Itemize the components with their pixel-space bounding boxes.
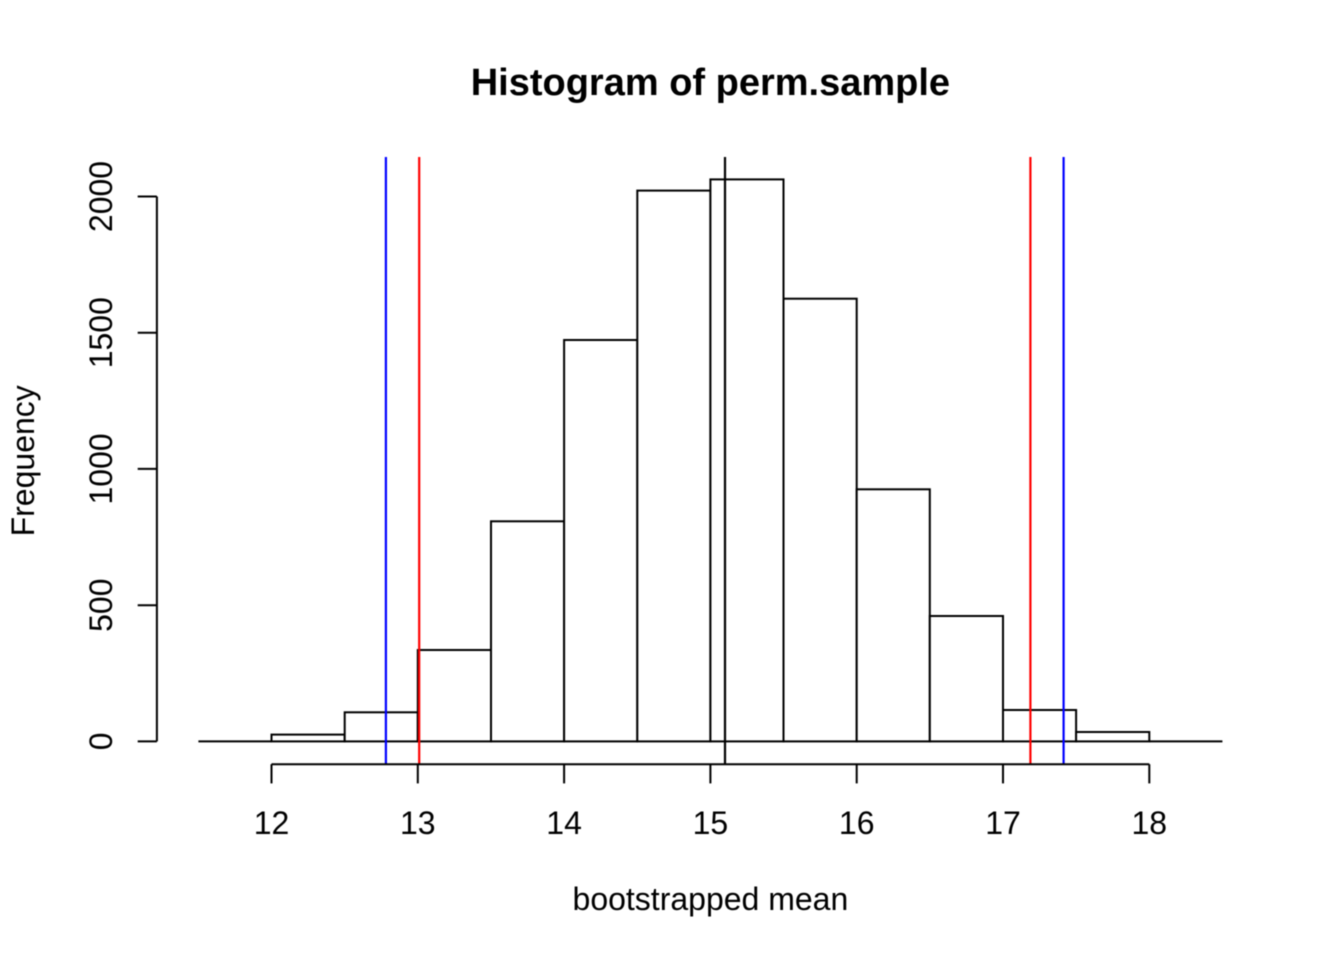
svg-text:16: 16 <box>839 805 875 841</box>
svg-text:14: 14 <box>546 805 582 841</box>
svg-text:17: 17 <box>985 805 1021 841</box>
svg-text:1500: 1500 <box>83 297 119 368</box>
svg-text:13: 13 <box>400 805 436 841</box>
svg-text:2000: 2000 <box>83 161 119 232</box>
svg-text:1000: 1000 <box>83 433 119 504</box>
svg-text:Histogram of perm.sample: Histogram of perm.sample <box>471 62 950 104</box>
svg-text:12: 12 <box>254 805 290 841</box>
svg-text:18: 18 <box>1132 805 1168 841</box>
svg-text:15: 15 <box>693 805 729 841</box>
svg-text:500: 500 <box>83 579 119 632</box>
svg-text:bootstrapped mean: bootstrapped mean <box>573 881 849 917</box>
svg-text:0: 0 <box>83 733 119 751</box>
svg-text:Frequency: Frequency <box>5 385 41 536</box>
